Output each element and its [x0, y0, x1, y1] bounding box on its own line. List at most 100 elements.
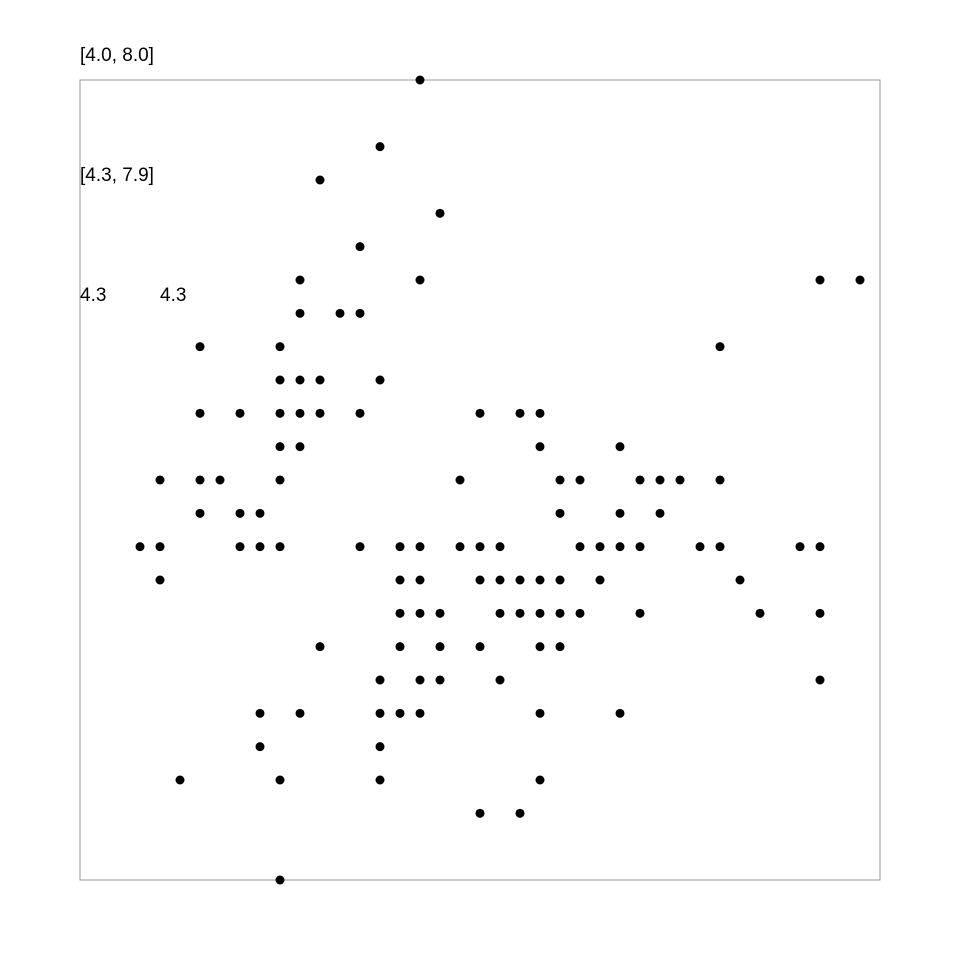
scatter-point — [475, 808, 485, 818]
scatter-point — [535, 775, 545, 785]
scatter-point — [495, 675, 505, 685]
scatter-point — [575, 608, 585, 618]
scatter-point — [635, 608, 645, 618]
scatter-point — [495, 608, 505, 618]
scatter-point — [475, 642, 485, 652]
scatter-point — [415, 275, 425, 285]
scatter-point — [475, 408, 485, 418]
scatter-point — [155, 475, 165, 485]
scatter-point — [515, 408, 525, 418]
scatter-point — [275, 875, 285, 885]
scatter-point — [375, 742, 385, 752]
scatter-point — [135, 542, 145, 552]
scatter-point — [415, 608, 425, 618]
scatter-point — [715, 542, 725, 552]
scatter-point — [295, 375, 305, 385]
scatter-point — [415, 542, 425, 552]
scatter-point — [275, 375, 285, 385]
scatter-point — [515, 575, 525, 585]
scatter-point — [415, 75, 425, 85]
scatter-point — [475, 542, 485, 552]
min-label-a: 4.3 — [80, 285, 106, 306]
data-range-label: [4.3, 7.9] — [80, 165, 154, 186]
scatter-point — [335, 308, 345, 318]
scatter-point — [555, 475, 565, 485]
scatter-point — [435, 208, 445, 218]
scatter-point — [375, 775, 385, 785]
scatter-point — [815, 542, 825, 552]
scatter-point — [455, 475, 465, 485]
range-label: [4.0, 8.0] — [80, 45, 154, 66]
scatter-point — [155, 542, 165, 552]
scatter-point — [235, 542, 245, 552]
scatter-point — [435, 608, 445, 618]
scatter-point — [155, 575, 165, 585]
scatter-point — [695, 542, 705, 552]
scatter-point — [275, 408, 285, 418]
scatter-point — [275, 475, 285, 485]
scatter-point — [655, 508, 665, 518]
scatter-point — [815, 675, 825, 685]
scatter-point — [355, 308, 365, 318]
scatter-point — [395, 608, 405, 618]
scatter-point — [395, 642, 405, 652]
scatter-point — [295, 275, 305, 285]
scatter-point — [555, 608, 565, 618]
scatter-point — [195, 342, 205, 352]
scatter-point — [735, 575, 745, 585]
scatter-point — [535, 608, 545, 618]
scatter-point — [195, 508, 205, 518]
scatter-point — [315, 408, 325, 418]
scatter-point — [415, 575, 425, 585]
plot-frame — [79, 79, 881, 881]
scatter-point — [315, 642, 325, 652]
scatter-point — [555, 642, 565, 652]
scatter-point — [255, 542, 265, 552]
scatter-point — [635, 542, 645, 552]
scatter-point — [375, 375, 385, 385]
scatter-point — [295, 408, 305, 418]
scatter-point — [315, 375, 325, 385]
scatter-point — [215, 475, 225, 485]
scatter-point — [475, 575, 485, 585]
scatter-point — [675, 475, 685, 485]
scatter-point — [255, 742, 265, 752]
scatter-point — [395, 708, 405, 718]
scatter-point — [435, 642, 445, 652]
scatter-point — [355, 542, 365, 552]
scatter-point — [535, 442, 545, 452]
scatter-point — [815, 608, 825, 618]
scatter-point — [595, 575, 605, 585]
scatter-point — [315, 175, 325, 185]
scatter-point — [455, 542, 465, 552]
scatter-point — [575, 542, 585, 552]
scatter-point — [595, 542, 605, 552]
scatter-point — [815, 275, 825, 285]
scatter-point — [375, 142, 385, 152]
min-label-b: 4.3 — [160, 285, 186, 306]
scatter-point — [275, 442, 285, 452]
scatter-point — [195, 475, 205, 485]
scatter-point — [495, 575, 505, 585]
scatter-point — [535, 708, 545, 718]
scatter-point — [535, 408, 545, 418]
scatter-point — [395, 542, 405, 552]
scatter-point — [715, 342, 725, 352]
scatter-point — [615, 442, 625, 452]
scatter-point — [515, 608, 525, 618]
scatter-point — [535, 575, 545, 585]
scatter-point — [615, 542, 625, 552]
scatter-point — [515, 808, 525, 818]
scatter-point — [715, 475, 725, 485]
scatter-point — [275, 342, 285, 352]
scatter-point — [295, 442, 305, 452]
scatter-point — [795, 542, 805, 552]
scatter-point — [535, 642, 545, 652]
scatter-point — [635, 475, 645, 485]
scatter-point — [295, 708, 305, 718]
scatter-point — [375, 708, 385, 718]
scatter-point — [575, 475, 585, 485]
scatter-point — [355, 408, 365, 418]
scatter-point — [295, 308, 305, 318]
